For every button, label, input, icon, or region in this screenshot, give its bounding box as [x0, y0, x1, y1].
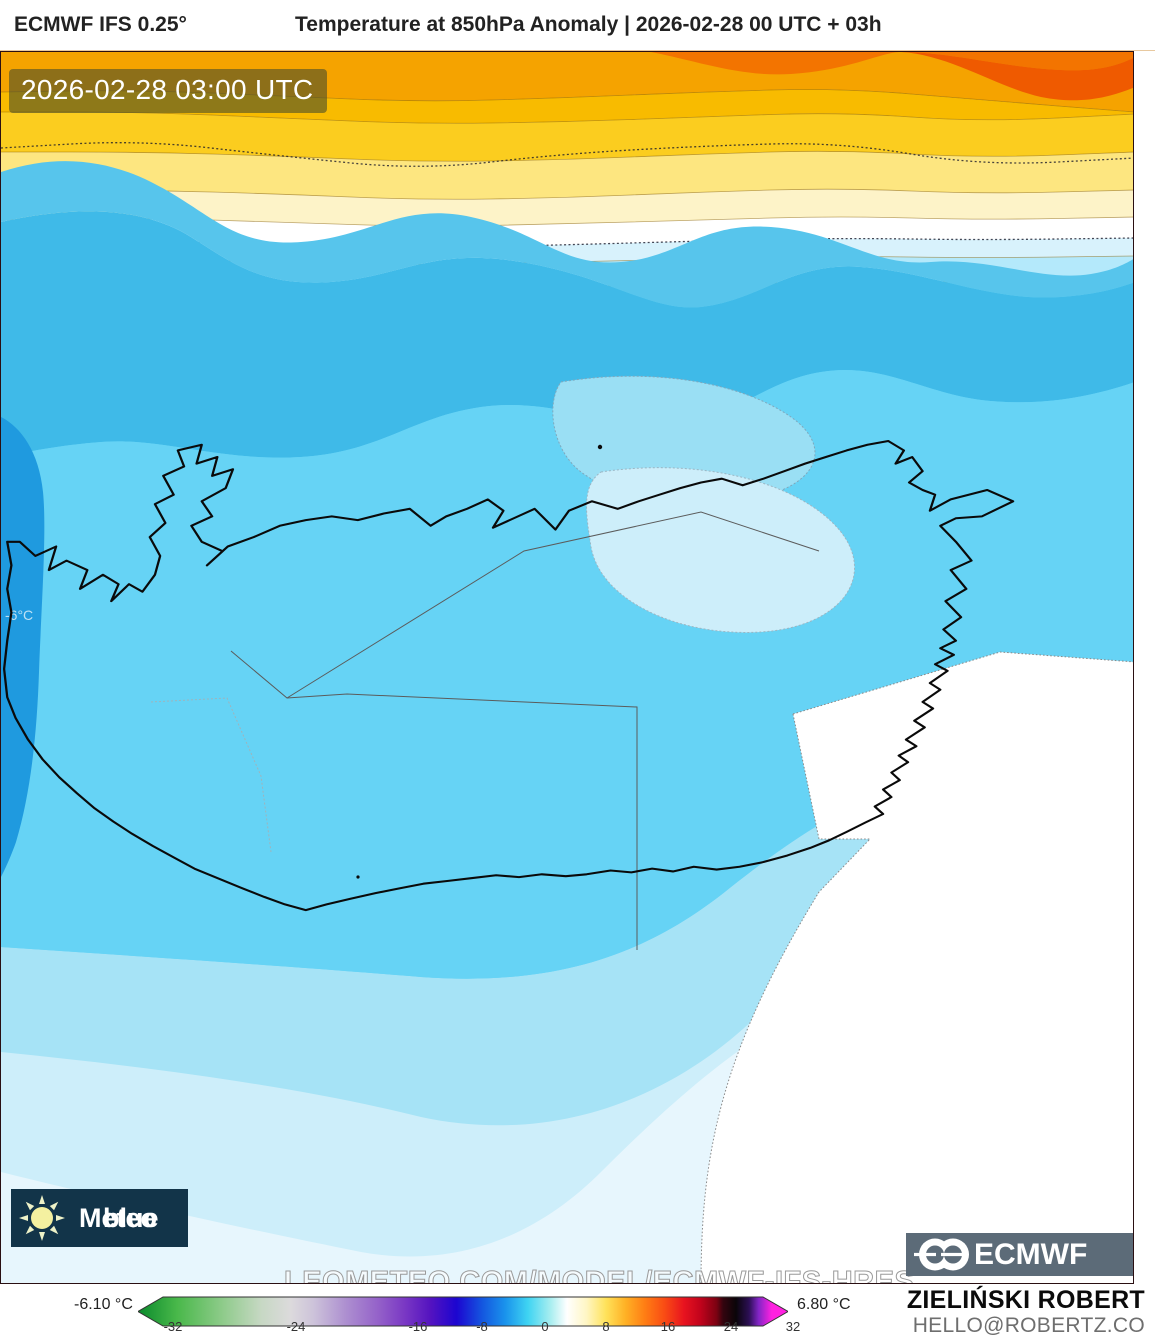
svg-text:24: 24 — [724, 1320, 738, 1334]
svg-text:32: 32 — [786, 1320, 800, 1334]
svg-text:8: 8 — [602, 1320, 609, 1334]
svg-text:16: 16 — [661, 1320, 675, 1334]
svg-text:blue: blue — [103, 1203, 159, 1233]
svg-text:0: 0 — [541, 1320, 548, 1334]
svg-text:ECMWF: ECMWF — [974, 1238, 1087, 1271]
svg-text:-16: -16 — [409, 1320, 428, 1334]
svg-text:-8: -8 — [476, 1320, 488, 1334]
svg-text:-32: -32 — [164, 1320, 183, 1334]
svg-text:-24: -24 — [287, 1320, 306, 1334]
